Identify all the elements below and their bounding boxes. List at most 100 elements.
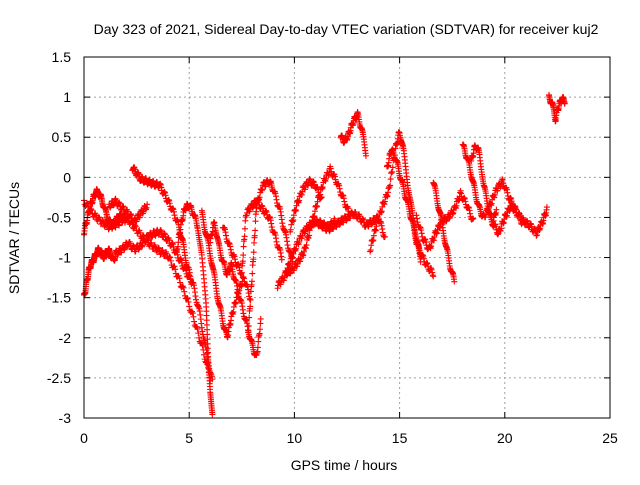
data-point [172,266,179,273]
series-track-7 [173,200,216,418]
series-track-1 [81,197,214,384]
data-point [99,218,106,225]
y-tick-label: 0 [63,169,71,185]
data-point [122,219,129,226]
data-point [151,243,158,250]
series-track-16 [337,109,369,159]
data-point [184,295,191,302]
data-point [163,250,170,257]
series-track-9 [207,219,264,359]
data-point [251,232,258,239]
series-track-23 [489,199,550,239]
data-point [95,214,102,221]
grid-lines [84,57,610,418]
y-tick-label: -2 [59,330,72,346]
data-point [257,326,264,333]
data-point [186,303,193,310]
data-point [451,278,458,285]
data-point [176,275,183,282]
data-point [200,351,207,358]
series-track-4 [112,226,195,288]
data-point [257,315,264,322]
series-track-13 [282,163,353,279]
data-point [238,269,245,276]
x-tick-label: 5 [185,430,193,446]
axis-ticks: 0 5 10 15 20 25 -3 -2.5 -2 -1.5 -1 -0.5 0 0.5 1 1.5 [47,49,618,446]
data-point [194,326,201,333]
data-point [303,242,310,249]
series-track-20 [430,179,458,285]
data-point [209,411,216,418]
data-point [155,244,162,251]
data-point [387,176,394,183]
data-point [171,263,178,270]
y-tick-label: 1 [63,89,71,105]
data-point [184,295,191,302]
data-point [493,206,500,213]
data-points [81,91,568,418]
y-tick-label: -1.5 [47,290,71,306]
data-point [362,152,369,159]
data-point [166,253,173,260]
data-point [318,194,325,201]
data-point [241,225,248,232]
data-point [247,303,254,310]
data-point [181,288,188,295]
data-point [240,243,247,250]
y-tick-label: -1 [59,250,72,266]
data-point [190,313,197,320]
data-point [389,164,396,171]
data-point [132,223,139,230]
x-tick-label: 10 [287,430,303,446]
data-point [91,211,98,218]
data-point [287,226,294,233]
data-point [116,222,123,229]
data-point [195,330,202,337]
x-tick-label: 20 [497,430,513,446]
series-track-19 [413,187,477,253]
data-point [470,215,477,222]
series-track-18 [383,146,437,280]
y-tick-label: -2.5 [47,370,71,386]
data-point [239,258,246,265]
series-track-6 [106,195,151,226]
data-point [241,233,248,240]
data-point [543,204,550,211]
data-point [137,229,144,236]
series-track-5 [129,164,216,383]
data-point [246,314,253,321]
series-track-2 [81,244,119,298]
data-point [245,322,252,329]
data-point [308,222,315,229]
data-point [430,273,437,280]
data-point [387,182,394,189]
data-point [167,254,174,261]
data-point [148,239,155,246]
chart-title: Day 323 of 2021, Sidereal Day-to-day VTE… [94,21,599,37]
data-point [306,232,313,239]
data-point [199,342,206,349]
data-point [252,218,259,225]
y-axis-label: SDTVAR / TECUs [6,182,22,294]
data-point [254,344,261,351]
data-point [96,214,103,221]
data-point [240,252,247,259]
data-point [251,239,258,246]
y-tick-label: -3 [59,410,72,426]
data-point [247,296,254,303]
data-point [249,270,256,277]
series-track-10 [219,197,285,278]
data-point [144,201,151,208]
data-point [252,227,259,234]
x-tick-label: 15 [392,430,408,446]
x-tick-label: 25 [602,430,618,446]
data-point [196,334,203,341]
data-point [191,318,198,325]
data-point [248,278,255,285]
x-axis-label: GPS time / hours [291,457,398,473]
data-point [250,249,257,256]
data-point [179,283,186,290]
series-track-14 [287,175,325,235]
